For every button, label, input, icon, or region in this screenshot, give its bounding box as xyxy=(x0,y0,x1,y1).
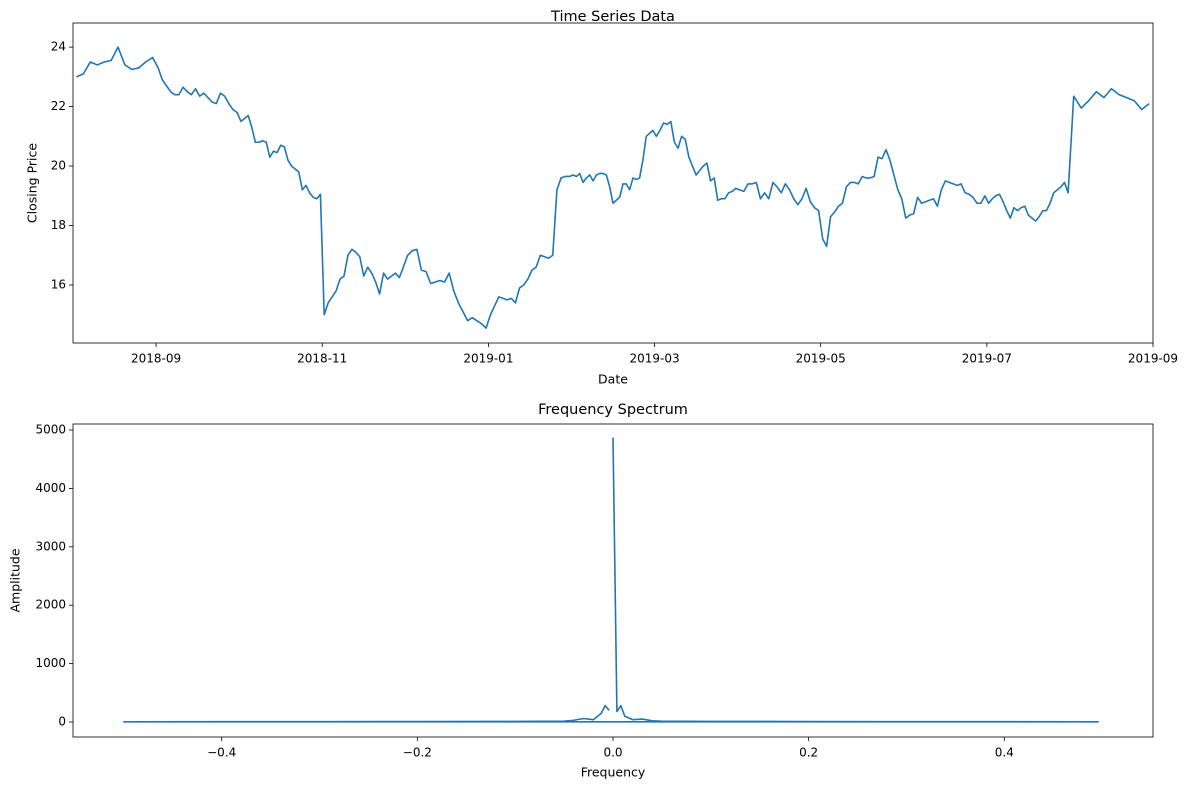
y-tick-label: 22 xyxy=(51,99,66,113)
y-tick-label: 4000 xyxy=(35,481,66,495)
y-tick-label: 16 xyxy=(51,278,66,292)
data-line xyxy=(76,46,1150,329)
x-tick-label: 2019-07 xyxy=(962,352,1012,366)
y-tick-label: 18 xyxy=(51,218,66,232)
x-tick-label: −0.4 xyxy=(207,746,236,760)
x-tick-label: 2018-11 xyxy=(297,352,347,366)
x-tick-label: 2018-09 xyxy=(131,352,181,366)
chart-title: Time Series Data xyxy=(550,9,675,25)
x-tick-label: 2019-03 xyxy=(629,352,679,366)
data-line xyxy=(123,437,1100,723)
plot-frame xyxy=(72,423,1154,738)
y-tick-label: 3000 xyxy=(35,539,66,553)
y-tick-label: 2000 xyxy=(35,598,66,612)
x-tick-label: 0.4 xyxy=(995,746,1014,760)
y-axis-label: Amplitude xyxy=(8,548,23,612)
x-tick-label: 0.2 xyxy=(799,746,818,760)
x-tick-label: 2019-05 xyxy=(796,352,846,366)
x-tick-label: 2019-01 xyxy=(463,352,513,366)
y-tick-label: 20 xyxy=(51,159,66,173)
chart-title: Frequency Spectrum xyxy=(538,402,688,418)
x-axis-label: Frequency xyxy=(581,765,646,780)
y-tick-label: 0 xyxy=(58,714,66,728)
x-axis-label: Date xyxy=(598,372,628,387)
x-tick-label: 0.0 xyxy=(603,746,622,760)
y-tick-label: 1000 xyxy=(35,656,66,670)
x-tick-label: −0.2 xyxy=(403,746,432,760)
x-tick-label: 2019-09 xyxy=(1128,352,1178,366)
plot-frame xyxy=(72,22,1154,344)
y-tick-label: 24 xyxy=(51,40,66,54)
y-tick-label: 5000 xyxy=(35,423,66,437)
y-axis-label: Closing Price xyxy=(25,143,40,223)
